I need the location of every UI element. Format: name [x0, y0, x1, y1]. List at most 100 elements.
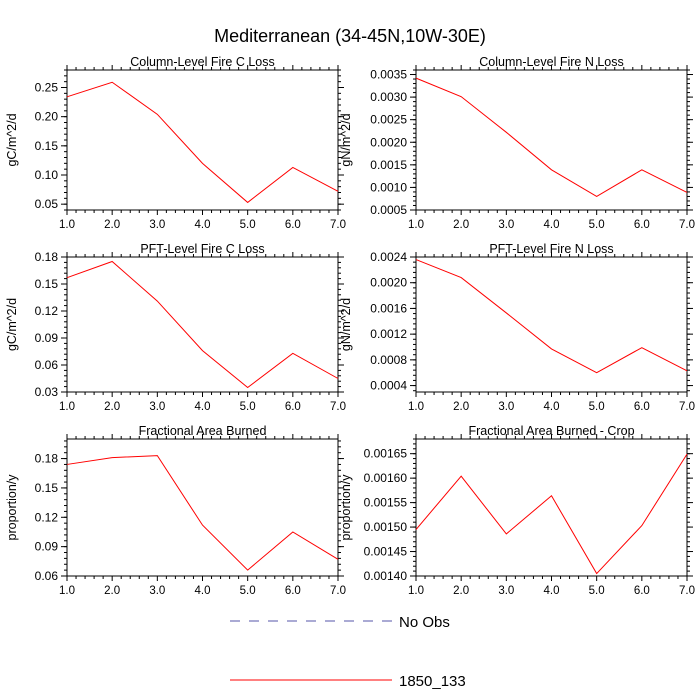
y-tick-label: 0.0008 [370, 353, 407, 367]
y-tick-label: 0.0010 [370, 180, 407, 194]
y-tick-label: 0.15 [35, 277, 59, 291]
y-tick-label: 0.00165 [364, 447, 408, 461]
series-line-1850_133 [415, 77, 688, 198]
panel-fractional-area-burned: Fractional Area Burned 1.0 2.0 3.0 4.0 5.0 6.0… [5, 424, 346, 597]
x-tick-label: 2.0 [453, 401, 469, 413]
x-tick-label: 1.0 [59, 401, 75, 413]
panel-title: Fractional Area Burned - Crop [468, 424, 634, 438]
x-tick-label: 4.0 [544, 219, 560, 231]
x-tick-label: 1.0 [59, 219, 75, 231]
x-tick-label: 5.0 [240, 219, 256, 231]
series-line-1850_133 [66, 455, 339, 571]
panel-pft-c-loss: PFT-Level Fire C Loss 1.0 2.0 3.0 4.0 5.0 6.0 7… [5, 242, 346, 413]
plot-frame [415, 438, 688, 577]
x-tick-label: 6.0 [285, 219, 301, 231]
series-line-1850_133 [415, 453, 688, 575]
y-tick-label: 0.00140 [364, 569, 408, 583]
y-tick-label: 0.20 [35, 110, 59, 124]
figure-title: Mediterranean (34-45N,10W-30E) [214, 26, 486, 46]
x-tick-label: 4.0 [544, 585, 560, 597]
panel-title: Column-Level Fire N Loss [479, 55, 624, 69]
y-tick-label: 0.0035 [370, 68, 407, 82]
panel-title: Column-Level Fire C Loss [130, 55, 275, 69]
y-tick-label: 0.05 [35, 197, 59, 211]
y-tick-label: 0.09 [35, 540, 59, 554]
y-tick-label: 0.0005 [370, 203, 407, 217]
x-tick-label: 7.0 [330, 401, 346, 413]
y-tick-label: 0.0004 [370, 379, 407, 393]
y-tick-label: 0.06 [35, 569, 59, 583]
y-tick-label: 0.0020 [370, 276, 407, 290]
y-tick-label: 0.10 [35, 168, 59, 182]
panel-column-c-loss: Column-Level Fire C Loss 1.0 2.0 3.0 4.0 5.0 6… [5, 55, 346, 231]
y-tick-label: 0.15 [35, 481, 59, 495]
x-tick-label: 6.0 [634, 219, 650, 231]
x-tick-label: 7.0 [330, 585, 346, 597]
y-tick-label: 0.18 [35, 452, 59, 466]
plot-frame [66, 438, 339, 577]
y-tick-label: 0.00150 [364, 520, 408, 534]
y-tick-label: 0.15 [35, 139, 59, 153]
x-tick-label: 5.0 [589, 585, 605, 597]
y-tick-label: 0.09 [35, 331, 59, 345]
y-tick-label: 0.0015 [370, 158, 407, 172]
panel-fractional-area-burned-crop: Fractional Area Burned - Crop 1.0 2.0 3.0 4.… [339, 424, 695, 597]
x-tick-label: 7.0 [330, 219, 346, 231]
x-tick-label: 6.0 [285, 585, 301, 597]
panel-title: Fractional Area Burned [139, 424, 267, 438]
panel-title: PFT-Level Fire N Loss [489, 242, 613, 256]
y-axis-label: gN/m^2/d [339, 298, 353, 351]
y-tick-label: 0.06 [35, 358, 59, 372]
x-tick-label: 4.0 [544, 401, 560, 413]
panel-title: PFT-Level Fire C Loss [140, 242, 264, 256]
x-tick-label: 3.0 [149, 401, 165, 413]
x-tick-label: 2.0 [453, 585, 469, 597]
y-axis-label: gC/m^2/d [5, 113, 19, 166]
x-tick-label: 4.0 [195, 401, 211, 413]
y-axis-label: gC/m^2/d [5, 298, 19, 351]
x-tick-label: 2.0 [104, 219, 120, 231]
x-tick-label: 5.0 [589, 219, 605, 231]
x-tick-label: 4.0 [195, 585, 211, 597]
x-tick-label: 5.0 [589, 401, 605, 413]
x-tick-label: 1.0 [59, 585, 75, 597]
x-tick-label: 3.0 [498, 585, 514, 597]
plot-frame [415, 256, 688, 393]
y-tick-label: 0.03 [35, 385, 59, 399]
y-tick-label: 0.0025 [370, 113, 407, 127]
y-tick-label: 0.00155 [364, 496, 408, 510]
legend-1850-133-label: 1850_133 [399, 673, 466, 690]
plot-frame [415, 69, 688, 211]
x-tick-label: 7.0 [679, 585, 695, 597]
y-tick-label: 0.00145 [364, 545, 408, 559]
x-tick-label: 2.0 [453, 219, 469, 231]
x-tick-label: 1.0 [408, 219, 424, 231]
series-line-1850_133 [415, 259, 688, 374]
panel-pft-n-loss: PFT-Level Fire N Loss 1.0 2.0 3.0 4.0 5.0 6.0 7… [339, 242, 695, 413]
x-tick-label: 2.0 [104, 585, 120, 597]
y-tick-label: 0.00160 [364, 471, 408, 485]
x-tick-label: 6.0 [634, 585, 650, 597]
y-tick-label: 0.0024 [370, 250, 407, 264]
x-tick-label: 5.0 [240, 585, 256, 597]
series-line-1850_133 [66, 81, 339, 204]
y-tick-label: 0.0020 [370, 135, 407, 149]
y-tick-label: 0.0012 [370, 327, 407, 341]
y-tick-label: 0.25 [35, 81, 59, 95]
x-tick-label: 5.0 [240, 401, 256, 413]
x-tick-label: 7.0 [679, 219, 695, 231]
series-line-1850_133 [66, 260, 339, 389]
y-tick-label: 0.0030 [370, 90, 407, 104]
x-tick-label: 3.0 [149, 585, 165, 597]
x-tick-label: 6.0 [634, 401, 650, 413]
x-tick-label: 1.0 [408, 585, 424, 597]
x-tick-label: 1.0 [408, 401, 424, 413]
y-axis-label: gN/m^2/d [339, 113, 353, 166]
plot-frame [66, 69, 339, 211]
y-tick-label: 0.18 [35, 250, 59, 264]
y-tick-label: 0.12 [35, 304, 59, 318]
x-tick-label: 3.0 [498, 219, 514, 231]
legend-no-obs-label: No Obs [399, 614, 450, 631]
x-tick-label: 2.0 [104, 401, 120, 413]
